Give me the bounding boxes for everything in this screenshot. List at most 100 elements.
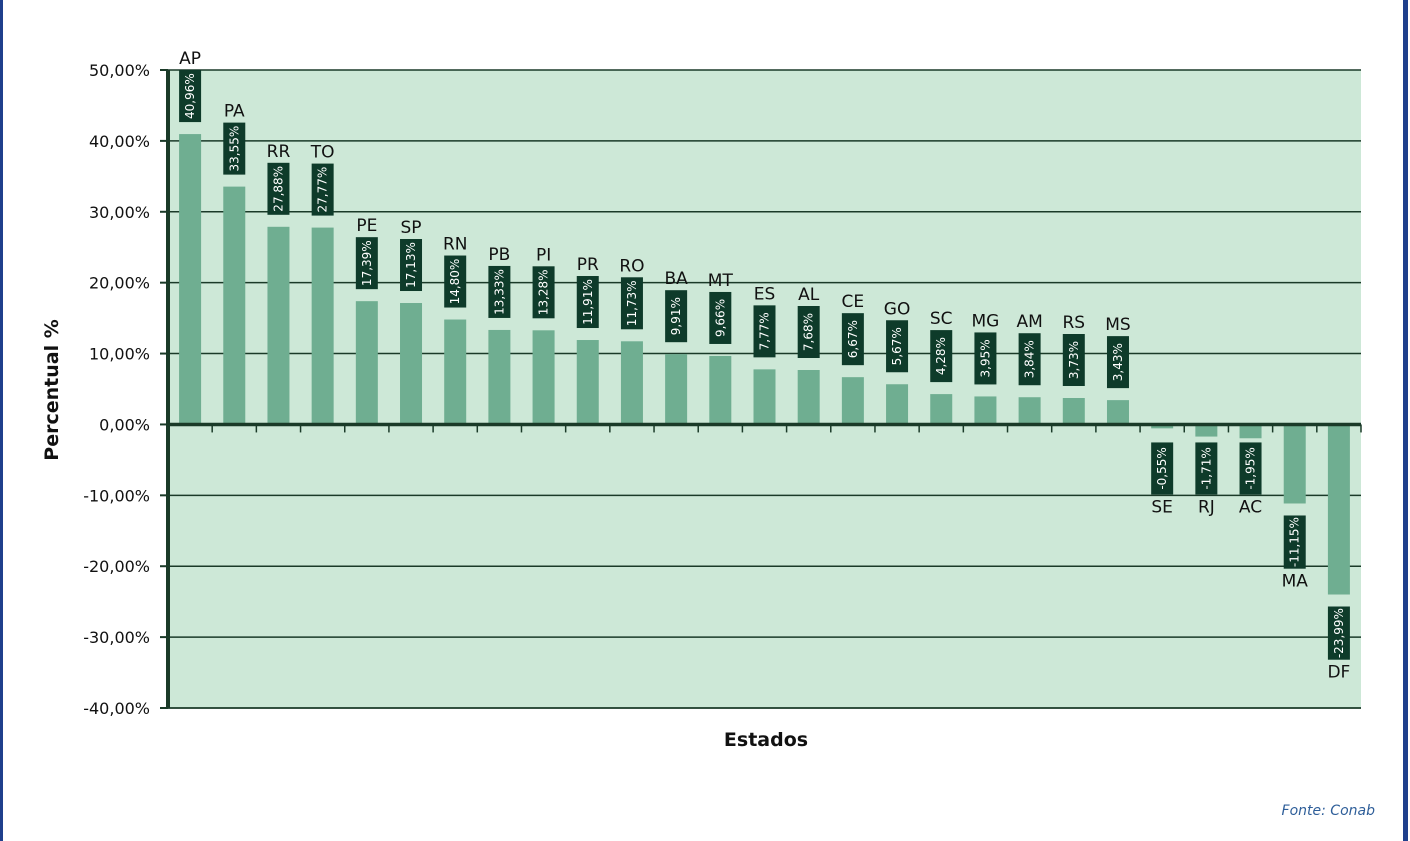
y-tick-label: 0,00% — [99, 415, 150, 434]
value-label-text: 17,39% — [360, 240, 374, 286]
category-label: GO — [884, 299, 911, 319]
value-label-box — [311, 163, 334, 216]
value-label: 3,73% — [1062, 334, 1085, 387]
y-tick-label: -10,00% — [83, 486, 150, 505]
category-label: SC — [930, 309, 953, 329]
value-label-text: 9,66% — [713, 299, 727, 337]
category-label: PE — [356, 216, 377, 236]
value-label-box — [488, 265, 511, 318]
value-label-box — [1195, 442, 1218, 495]
value-label-text: -1,95% — [1244, 447, 1258, 489]
category-label: ES — [754, 284, 776, 304]
bar — [930, 394, 953, 425]
value-label: 4,28% — [930, 330, 953, 383]
value-label: 3,43% — [1106, 336, 1129, 389]
bar — [1195, 424, 1218, 437]
category-label: RS — [1062, 313, 1085, 333]
bar — [886, 384, 909, 425]
category-label: RO — [619, 256, 644, 276]
value-label: 9,66% — [709, 291, 732, 344]
value-labels: 40,96% 33,55% 27,88% 27,77% 17,39% 17,13% 14,8… — [179, 70, 1350, 660]
value-label-text: 13,33% — [492, 269, 506, 315]
y-tick-label: 40,00% — [89, 132, 150, 151]
value-label: 40,96% — [179, 70, 202, 123]
bar-chart: 50,00% 40,00% 30,00% 20,00% 10,00% 0,00% -10,0… — [41, 49, 1362, 751]
value-label-box — [1239, 442, 1262, 495]
value-label-text: 40,96% — [183, 73, 197, 119]
bar — [1018, 397, 1041, 425]
bar — [444, 319, 467, 425]
value-label: 6,67% — [841, 313, 864, 366]
value-label-box — [444, 255, 467, 308]
y-axis-title: Percentual % — [41, 319, 63, 460]
value-label: 3,84% — [1018, 333, 1041, 386]
value-label-text: -1,71% — [1199, 447, 1213, 489]
bars — [179, 134, 1350, 595]
left-frame-border — [0, 0, 3, 841]
bar — [1327, 424, 1350, 595]
category-label: RR — [267, 142, 291, 162]
bar — [311, 227, 334, 425]
bar — [1151, 424, 1174, 429]
value-label-text: 6,67% — [846, 320, 860, 358]
category-label: RN — [443, 235, 468, 255]
category-label: PR — [577, 255, 599, 275]
bar — [1062, 398, 1085, 425]
value-label: 11,91% — [576, 276, 599, 329]
value-label: -1,71% — [1195, 442, 1218, 495]
y-tick-labels: 50,00% 40,00% 30,00% 20,00% 10,00% 0,00% -10,0… — [83, 61, 150, 718]
value-label-box — [797, 306, 820, 359]
value-label-text: 11,73% — [625, 280, 639, 326]
value-label: 7,68% — [797, 306, 820, 359]
category-label: PB — [488, 245, 510, 265]
value-label-text: 7,77% — [758, 312, 772, 350]
category-label: BA — [664, 269, 688, 289]
value-label-text: -0,55% — [1155, 447, 1169, 489]
value-label-box — [223, 122, 246, 175]
category-label: PI — [536, 245, 551, 265]
value-label: 33,55% — [223, 122, 246, 175]
category-label: MS — [1105, 315, 1130, 335]
category-label: AC — [1239, 497, 1262, 517]
y-tick-label: 10,00% — [89, 345, 150, 364]
value-label-box — [400, 239, 423, 292]
bar — [576, 340, 599, 425]
bar — [1283, 424, 1306, 504]
bar — [620, 341, 643, 425]
value-label-box — [1062, 334, 1085, 387]
value-label: 13,33% — [488, 265, 511, 318]
value-label-text: 27,77% — [316, 167, 330, 213]
value-label: -11,15% — [1283, 515, 1306, 569]
value-label: 9,91% — [665, 290, 688, 343]
bar — [223, 186, 246, 425]
value-label-box — [709, 291, 732, 344]
value-label: -23,99% — [1327, 606, 1350, 660]
value-label-box — [974, 332, 997, 385]
x-axis-title: Estados — [724, 729, 808, 751]
y-tick-label: 20,00% — [89, 274, 150, 293]
bar — [1106, 400, 1129, 425]
value-label-box — [179, 70, 202, 123]
y-tick-label: -40,00% — [83, 699, 150, 718]
value-label-text: 7,68% — [802, 313, 816, 351]
bar — [400, 303, 423, 425]
category-label: PA — [224, 102, 245, 122]
bar — [1239, 424, 1262, 439]
bar — [797, 370, 820, 425]
value-label: 3,95% — [974, 332, 997, 385]
value-label-box — [1018, 333, 1041, 386]
value-label-box — [665, 290, 688, 343]
value-label: -1,95% — [1239, 442, 1262, 495]
value-label-text: 11,91% — [581, 279, 595, 325]
value-label-box — [620, 277, 643, 330]
value-label-text: 3,84% — [1023, 340, 1037, 378]
category-label: MT — [708, 271, 734, 291]
category-label: RJ — [1198, 497, 1215, 517]
value-label-box — [576, 276, 599, 329]
value-label-text: 27,88% — [271, 166, 285, 212]
value-label-box — [1283, 515, 1306, 569]
value-label: 7,77% — [753, 305, 776, 358]
category-label: SP — [400, 218, 421, 238]
category-label: CE — [842, 292, 865, 312]
axes — [160, 69, 1362, 709]
